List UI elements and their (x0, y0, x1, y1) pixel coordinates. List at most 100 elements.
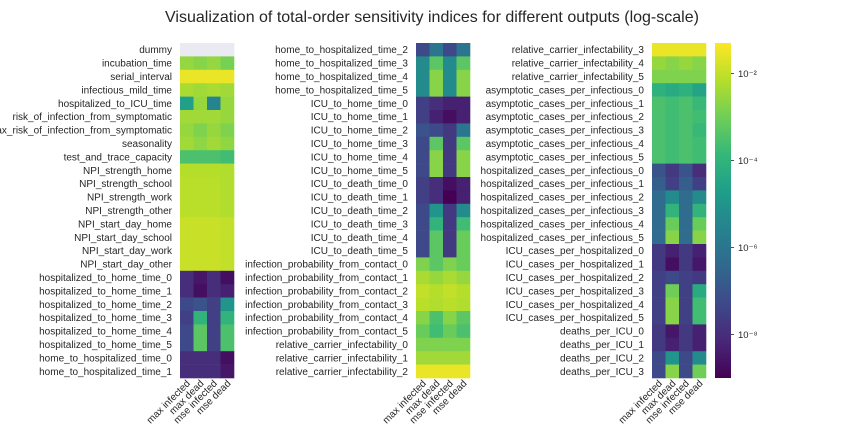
heatmap-cell (443, 270, 457, 285)
heatmap-cell (652, 136, 666, 151)
heatmap-cell (180, 297, 194, 312)
heatmap-cell (443, 190, 457, 205)
heatmap-cell (652, 96, 666, 111)
row-label: home_to_hospitalized_time_4 (275, 72, 408, 83)
heatmap-cell (652, 217, 666, 231)
heatmap-cell (429, 311, 444, 325)
heatmap-cell (443, 364, 457, 379)
row-label: infection_probability_from_contact_3 (245, 300, 408, 311)
heatmap-cell (679, 136, 693, 151)
heatmap-cell (429, 297, 444, 312)
heatmap-cell (193, 110, 208, 124)
heatmap-cell (652, 163, 666, 178)
heatmap-cell (679, 297, 693, 312)
heatmap-cell (665, 136, 680, 151)
heatmap-cell (180, 324, 194, 339)
heatmap-cell (679, 351, 693, 365)
heatmap-cell (679, 203, 693, 218)
heatmap-cell (652, 110, 666, 124)
heatmap-cell (429, 324, 444, 339)
row-label: hospitalized_to_home_time_2 (39, 300, 172, 311)
heatmap-cell (443, 351, 457, 365)
heatmap-cell (220, 56, 235, 71)
heatmap-cell (665, 284, 680, 298)
heatmap-cell (416, 96, 430, 111)
heatmap-cell (456, 297, 471, 312)
heatmap-panel-2: home_to_hospitalized_time_2 home_to_hospi… (245, 43, 471, 426)
heatmap-cell (665, 257, 680, 272)
row-label: test_and_trace_capacity (64, 152, 172, 163)
heatmap-cell (443, 324, 457, 339)
row-label: NPI_strength_school (79, 179, 172, 190)
heatmap-cell (193, 257, 208, 272)
heatmap-cell (652, 351, 666, 365)
heatmap-cell (220, 230, 235, 245)
heatmap-cell (180, 311, 194, 325)
heatmap-cell (207, 284, 221, 298)
heatmap-cell (220, 257, 235, 272)
heatmap-cell (692, 136, 707, 151)
heatmap-cell (443, 337, 457, 352)
heatmap-cell (652, 190, 666, 205)
heatmap-cell (207, 163, 221, 178)
heatmap-cell (652, 150, 666, 164)
heatmap-cell (180, 364, 194, 379)
heatmap-cell (665, 297, 680, 312)
heatmap-cell (416, 284, 430, 298)
heatmap-cell (207, 96, 221, 111)
heatmap-cell (180, 150, 194, 164)
heatmap-cell (443, 96, 457, 111)
heatmap-cell (429, 123, 444, 138)
heatmap-cell (193, 244, 208, 258)
heatmap-cell (443, 177, 457, 191)
heatmap-cell (443, 230, 457, 245)
row-label: ICU_to_death_time_0 (311, 179, 409, 190)
colorbar: 10⁻² 10⁻⁴ 10⁻⁶ 10⁻⁸ (715, 43, 758, 378)
heatmap-cell (193, 136, 208, 151)
row-label: hospitalized_to_home_time_3 (39, 313, 172, 324)
heatmap-cell (679, 150, 693, 164)
heatmap-cell (456, 69, 471, 84)
row-label: deaths_per_ICU_0 (560, 327, 644, 338)
heatmap-cell (679, 364, 693, 379)
heatmap-cell (456, 43, 471, 57)
heatmap-cell (692, 284, 707, 298)
heatmap-cell (443, 297, 457, 312)
heatmap-cell (207, 203, 221, 218)
row-label: asymptotic_cases_per_infectious_4 (486, 139, 645, 150)
heatmap-cell (652, 337, 666, 352)
row-label: hospitalized_to_home_time_4 (39, 327, 172, 338)
heatmap-cell (679, 257, 693, 272)
row-label: home_to_hospitalized_time_1 (39, 367, 172, 378)
row-label: asymptotic_cases_per_infectious_0 (486, 85, 645, 96)
heatmap-cell (193, 177, 208, 191)
heatmap-cell (456, 244, 471, 258)
heatmap-cell (416, 244, 430, 258)
heatmap-cell (207, 297, 221, 312)
heatmap-cell (207, 83, 221, 97)
heatmap-cell (193, 69, 208, 84)
heatmap-cell (652, 203, 666, 218)
heatmap-cell (429, 56, 444, 71)
heatmap-cell (207, 311, 221, 325)
heatmap-cell (180, 136, 194, 151)
heatmap-cell (429, 230, 444, 245)
heatmap-cell (679, 284, 693, 298)
heatmap-cell (180, 244, 194, 258)
heatmap-cell (456, 123, 471, 138)
heatmap-cell (429, 43, 444, 57)
row-label: ICU_to_death_time_4 (311, 233, 409, 244)
heatmap-cell (416, 83, 430, 97)
heatmap-cell (665, 110, 680, 124)
heatmap-cell (652, 83, 666, 97)
heatmap-cell (443, 257, 457, 272)
heatmap-cell (180, 203, 194, 218)
heatmap-cell (180, 177, 194, 191)
heatmap-cell (193, 284, 208, 298)
heatmap-cell (692, 123, 707, 138)
heatmap-cell (665, 177, 680, 191)
heatmap-cell (443, 244, 457, 258)
heatmap-cell (679, 244, 693, 258)
heatmap-cell (665, 56, 680, 71)
heatmap-cell (207, 110, 221, 124)
